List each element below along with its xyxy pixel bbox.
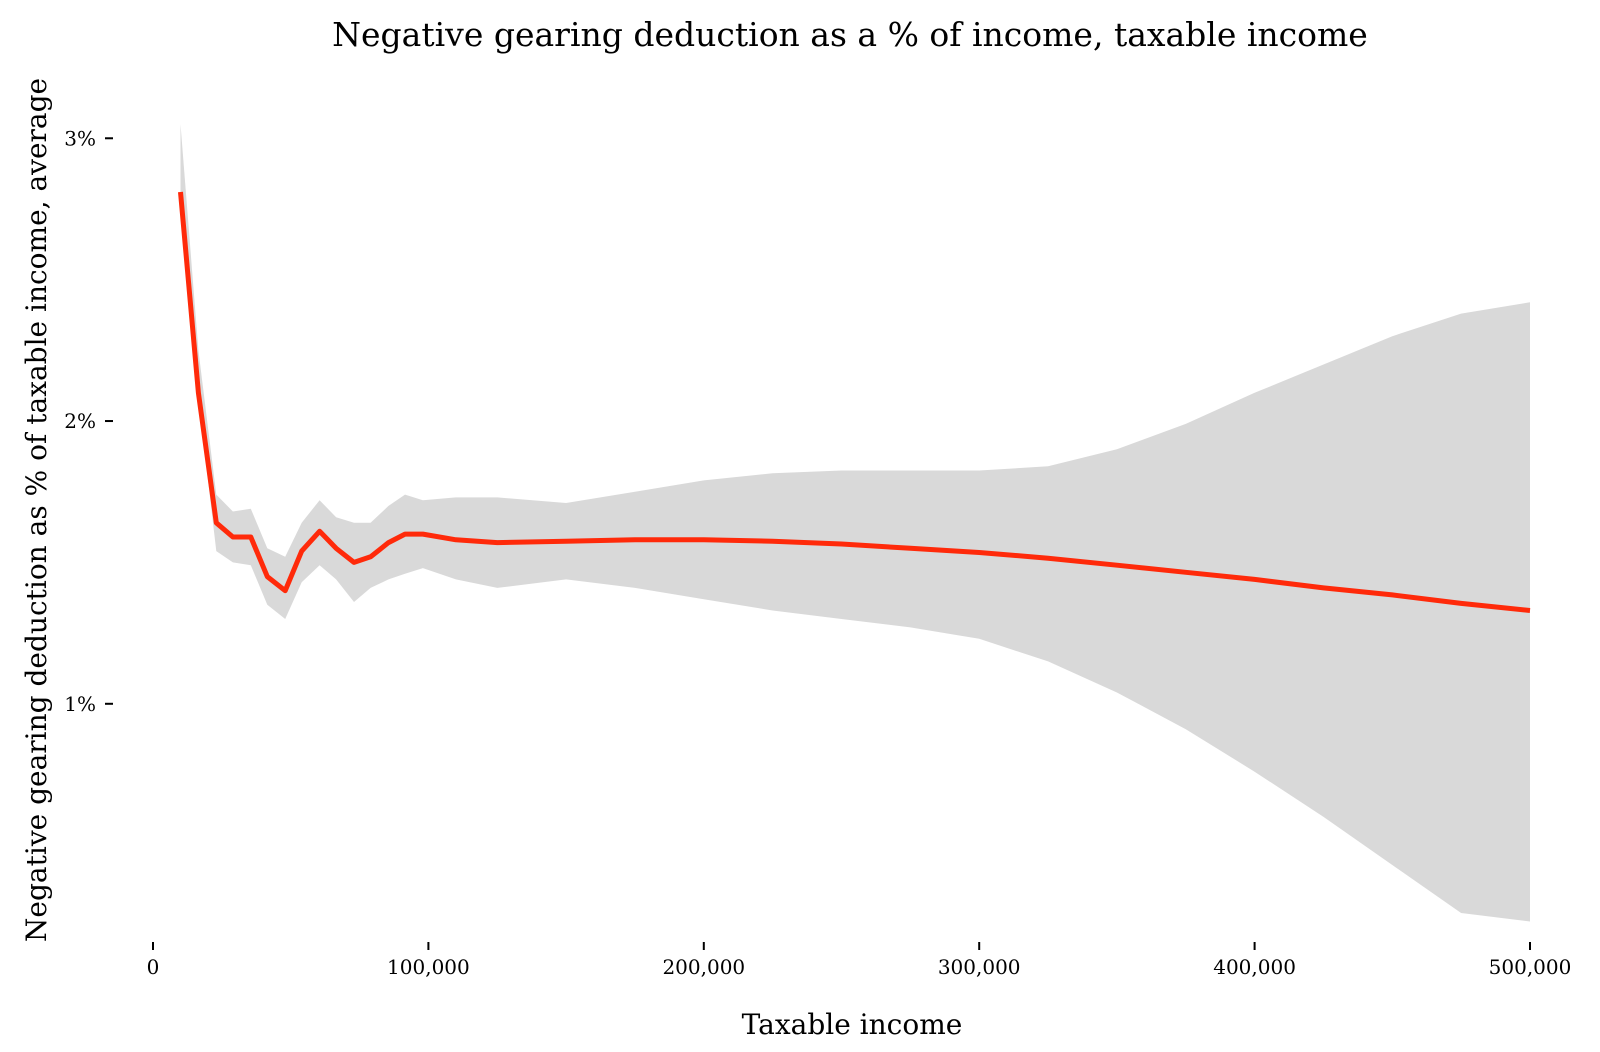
x-tick-label: 500,000 (1489, 955, 1572, 979)
plot-area (178, 124, 1531, 922)
x-tick-label: 400,000 (1213, 955, 1296, 979)
x-tick-label: 200,000 (662, 955, 745, 979)
series-line (178, 191, 1531, 613)
x-tick-label: 300,000 (938, 955, 1021, 979)
x-tick-label: 0 (147, 955, 160, 979)
x-axis: 0 100,000 200,000 300,000 400,000 500,000 (147, 942, 1572, 979)
x-axis-title: Taxable income (742, 1008, 963, 1041)
y-axis-title: Negative gearing deduction as % of taxab… (20, 78, 53, 942)
chart-title: Negative gearing deduction as a % of inc… (332, 15, 1368, 54)
confidence-band (180, 124, 1530, 922)
y-tick-label: 3% (64, 126, 96, 150)
y-tick-label: 1% (64, 692, 96, 716)
y-tick-label: 2% (64, 409, 96, 433)
y-axis: 1% 2% 3% (64, 126, 113, 716)
x-tick-label: 100,000 (387, 955, 470, 979)
